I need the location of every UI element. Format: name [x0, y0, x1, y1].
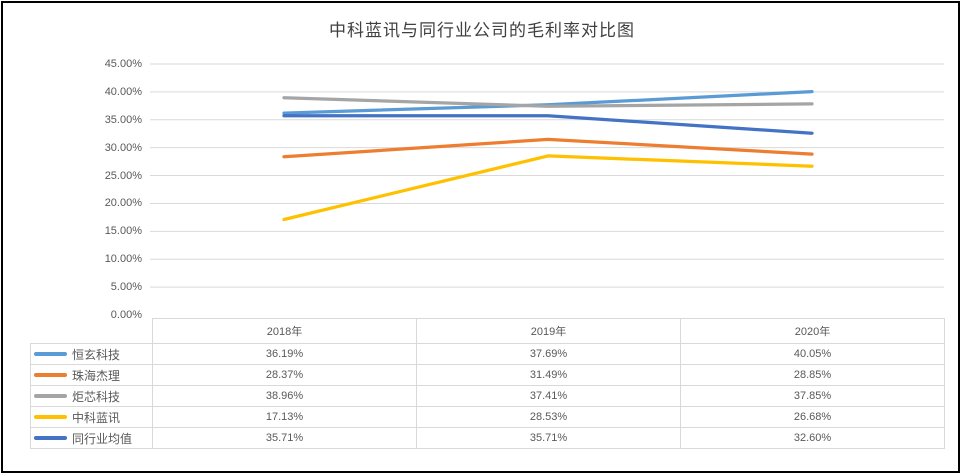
- table-header-cell: 2019年: [416, 318, 681, 344]
- series-name: 炬芯科技: [72, 389, 121, 404]
- table-value-cell: 26.68%: [680, 406, 945, 428]
- table-row: 恒玄科技 36.19% 37.69% 40.05%: [30, 343, 945, 365]
- table-value-cell: 37.85%: [680, 385, 945, 407]
- y-axis-tick-label: 0.00%: [110, 309, 142, 321]
- table-value-cell: 37.41%: [416, 385, 681, 407]
- table-row: 珠海杰理 28.37% 31.49% 28.85%: [30, 364, 945, 386]
- table-header-cell: 2020年: [680, 318, 945, 344]
- series-name: 中科蓝讯: [72, 410, 121, 425]
- table-row: 同行业均值 35.71% 35.71% 32.60%: [30, 427, 945, 449]
- series-line-3: [282, 154, 814, 222]
- table-value-cell: 31.49%: [416, 364, 681, 386]
- table-value-cell: 28.85%: [680, 364, 945, 386]
- legend-cell: 珠海杰理: [30, 364, 153, 386]
- series-line-1: [282, 137, 814, 159]
- series-line-0: [282, 89, 814, 115]
- series-name: 恒玄科技: [72, 347, 121, 362]
- table-header-cell: 2018年: [152, 318, 417, 344]
- y-axis-tick-label: 35.00%: [104, 113, 142, 126]
- table-value-cell: 36.19%: [152, 343, 417, 365]
- table-value-cell: 40.05%: [680, 343, 945, 365]
- series-line-4: [282, 114, 814, 135]
- legend-line-swatch: [34, 394, 67, 398]
- y-axis-tick-label: 25.00%: [104, 169, 142, 182]
- table-value-cell: 17.13%: [152, 406, 417, 428]
- table-row: 中科蓝讯 17.13% 28.53% 26.68%: [30, 406, 945, 428]
- table-value-cell: 28.37%: [152, 364, 417, 386]
- legend-cell: 炬芯科技: [30, 385, 153, 407]
- table-stub-cell: [30, 318, 153, 344]
- y-axis-tick-label: 20.00%: [104, 197, 142, 210]
- series-line-2: [282, 96, 814, 108]
- table-value-cell: 32.60%: [680, 427, 945, 449]
- chart-title: 中科蓝讯与同行业公司的毛利率对比图: [329, 21, 635, 40]
- legend-cell: 恒玄科技: [30, 343, 153, 365]
- table-value-cell: 35.71%: [416, 427, 681, 449]
- y-axis-tick-label: 45.00%: [104, 58, 142, 70]
- y-axis-tick-label: 5.00%: [110, 281, 142, 294]
- y-axis-tick-label: 10.00%: [104, 253, 142, 266]
- table-value-cell: 37.69%: [416, 343, 681, 365]
- legend-cell: 同行业均值: [30, 427, 153, 449]
- legend-line-swatch: [34, 436, 67, 440]
- legend-line-swatch: [34, 373, 67, 377]
- legend-line-swatch: [34, 415, 67, 419]
- table-value-cell: 35.71%: [152, 427, 417, 449]
- y-axis-tick-label: 30.00%: [104, 141, 142, 154]
- y-axis-tick-label: 40.00%: [104, 85, 142, 98]
- legend-line-swatch: [34, 352, 67, 356]
- legend-cell: 中科蓝讯: [30, 406, 153, 428]
- series-name: 同行业均值: [72, 431, 133, 446]
- y-axis-tick-label: 15.00%: [104, 225, 142, 238]
- table-row: 炬芯科技 38.96% 37.41% 37.85%: [30, 385, 945, 407]
- table-value-cell: 38.96%: [152, 385, 417, 407]
- series-name: 珠海杰理: [72, 368, 121, 383]
- table-value-cell: 28.53%: [416, 406, 681, 428]
- chart-data-table: 2018年 2019年 2020年 恒玄科技 36.19% 37.69% 40.05% 珠海杰…: [30, 318, 945, 449]
